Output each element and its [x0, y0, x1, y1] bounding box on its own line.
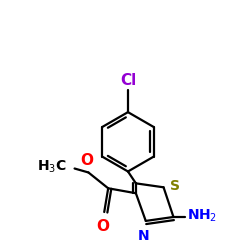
Text: N: N — [138, 229, 149, 243]
Text: O: O — [80, 152, 93, 168]
Text: Cl: Cl — [120, 74, 136, 88]
Text: O: O — [96, 219, 109, 234]
Text: S: S — [170, 179, 180, 193]
Text: H$_3$C: H$_3$C — [37, 158, 67, 175]
Text: NH$_2$: NH$_2$ — [187, 208, 218, 224]
